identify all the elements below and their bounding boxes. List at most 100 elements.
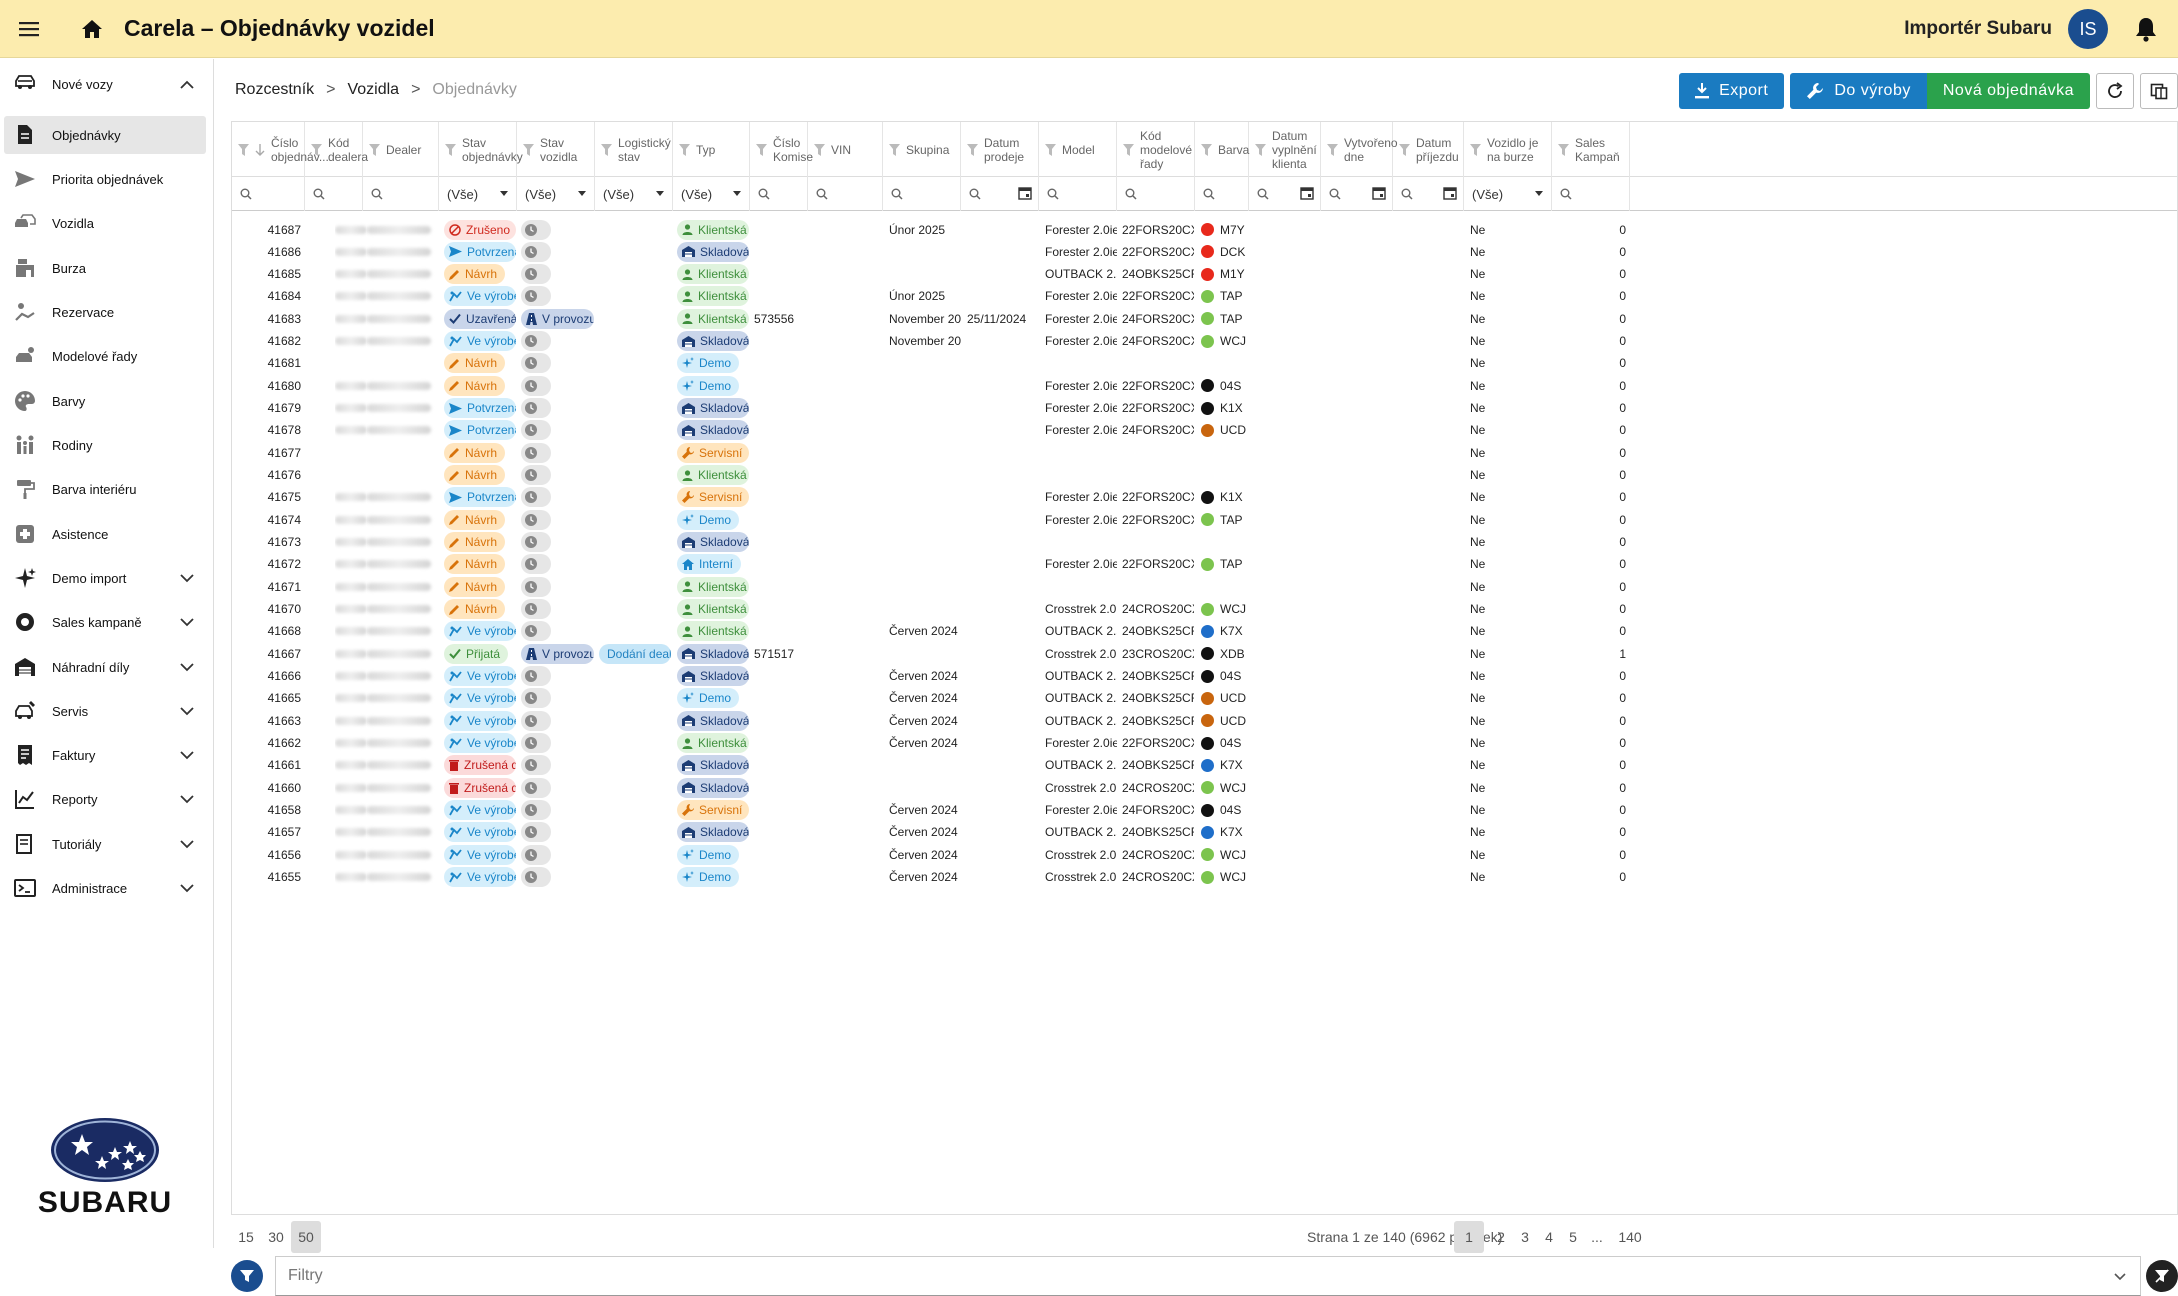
column-header[interactable]: Kód dealera bbox=[305, 122, 368, 177]
calendar-icon[interactable] bbox=[1372, 186, 1386, 200]
order-number[interactable]: 41678 bbox=[267, 423, 301, 438]
order-number[interactable]: 41660 bbox=[267, 780, 301, 795]
table-row[interactable]: 41676 Návrh Klientská Ne 0 bbox=[232, 460, 2177, 491]
sidebar-item-sales-kampan-[interactable]: Sales kampaně bbox=[4, 603, 206, 641]
table-row[interactable]: 41668 Ve výrobě Klientská Červen 2024 OUTBAC… bbox=[232, 616, 2177, 647]
table-row[interactable]: 41671 Návrh Klientská Ne 0 bbox=[232, 571, 2177, 602]
column-filter[interactable] bbox=[961, 177, 1039, 211]
user-name[interactable]: Importér Subaru bbox=[1904, 18, 2052, 39]
column-filter[interactable] bbox=[1117, 177, 1195, 211]
table-row[interactable]: 41674 Návrh Demo Forester 2.0ie-L ... 22FORS… bbox=[232, 504, 2177, 535]
order-number[interactable]: 41662 bbox=[267, 736, 301, 751]
breadcrumb-item[interactable]: Rozcestník bbox=[235, 81, 315, 98]
order-number[interactable]: 41674 bbox=[267, 512, 301, 527]
order-number[interactable]: 41666 bbox=[267, 669, 301, 684]
filter-icon[interactable] bbox=[369, 143, 380, 156]
sidebar-item-nov-vozy[interactable]: Nové vozy bbox=[4, 65, 206, 103]
column-filter[interactable]: (Vše) bbox=[673, 177, 750, 211]
chevron-down-icon[interactable] bbox=[180, 880, 194, 898]
order-number[interactable]: 41673 bbox=[267, 535, 301, 550]
column-header[interactable]: Vytvořeno dne bbox=[1321, 122, 1398, 177]
column-filter[interactable] bbox=[808, 177, 883, 211]
order-number[interactable]: 41683 bbox=[267, 311, 301, 326]
sidebar-item-barvy[interactable]: Barvy bbox=[4, 382, 206, 420]
table-row[interactable]: 41687 Zrušeno Klientská Únor 2025 Forester 2… bbox=[232, 214, 2177, 245]
table-row[interactable]: 41661 Zrušená dealerem Skladová OUTBACK 2.5… bbox=[232, 750, 2177, 781]
table-row[interactable]: 41673 Návrh Skladová Ne 0 bbox=[232, 527, 2177, 558]
order-number[interactable]: 41671 bbox=[267, 579, 301, 594]
filter-icon[interactable] bbox=[1045, 143, 1056, 156]
column-header[interactable]: Typ bbox=[673, 122, 750, 177]
column-header[interactable]: Kód modelové řady bbox=[1117, 122, 1195, 177]
column-header[interactable]: VIN bbox=[808, 122, 883, 177]
filter-icon[interactable] bbox=[1255, 143, 1266, 156]
table-row[interactable]: 41678 Potvrzená dealerem Skladová Forester … bbox=[232, 415, 2177, 446]
order-number[interactable]: 41661 bbox=[267, 758, 301, 773]
order-number[interactable]: 41676 bbox=[267, 468, 301, 483]
column-filter[interactable] bbox=[1552, 177, 1630, 211]
order-number[interactable]: 41677 bbox=[267, 445, 301, 460]
sidebar-item-rodiny[interactable]: Rodiny bbox=[4, 426, 206, 464]
order-number[interactable]: 41657 bbox=[267, 825, 301, 840]
filter-icon[interactable] bbox=[445, 143, 456, 156]
column-filter[interactable] bbox=[1393, 177, 1464, 211]
sidebar-item-administrace[interactable]: Administrace bbox=[4, 869, 206, 907]
order-number[interactable]: 41681 bbox=[267, 356, 301, 371]
column-filter[interactable] bbox=[232, 177, 305, 211]
table-row[interactable]: 41666 Ve výrobě Skladová Červen 2024 OUTBACK… bbox=[232, 661, 2177, 692]
table-row[interactable]: 41656 Ve výrobě Demo Červen 2024 Crosstrek 2… bbox=[232, 839, 2177, 870]
order-number[interactable]: 41655 bbox=[267, 870, 301, 885]
avatar[interactable]: IS bbox=[2068, 9, 2108, 49]
export-button[interactable]: Export bbox=[1679, 73, 1785, 109]
order-number[interactable]: 41680 bbox=[267, 378, 301, 393]
production-button[interactable]: Do výroby bbox=[1790, 73, 1927, 109]
column-filter[interactable] bbox=[305, 177, 363, 211]
order-number[interactable]: 41682 bbox=[267, 334, 301, 349]
column-header[interactable]: Logistický stav bbox=[595, 122, 673, 177]
bell-icon[interactable] bbox=[2126, 9, 2166, 49]
sidebar-item-faktury[interactable]: Faktury bbox=[4, 736, 206, 774]
table-row[interactable]: 41670 Návrh Klientská Crosstrek 2.0i-S ... 2… bbox=[232, 594, 2177, 625]
sidebar-item-priorita-objedn-vek[interactable]: Priorita objednávek bbox=[4, 160, 206, 198]
order-number[interactable]: 41668 bbox=[267, 624, 301, 639]
column-header[interactable]: Stav objednávky bbox=[439, 122, 523, 177]
sidebar-item-n-hradn-d-ly[interactable]: Náhradní díly bbox=[4, 648, 206, 686]
calendar-icon[interactable] bbox=[1018, 186, 1032, 200]
page-2[interactable]: 2 bbox=[1497, 1229, 1505, 1245]
order-number[interactable]: 41658 bbox=[267, 803, 301, 818]
order-number[interactable]: 41679 bbox=[267, 401, 301, 416]
sidebar-item-servis[interactable]: Servis bbox=[4, 692, 206, 730]
column-filter[interactable] bbox=[1039, 177, 1117, 211]
column-header[interactable]: Stav vozidla bbox=[517, 122, 595, 177]
column-header[interactable]: Dealer bbox=[363, 122, 439, 177]
order-number[interactable]: 41667 bbox=[267, 646, 301, 661]
sidebar-item-asistence[interactable]: Asistence bbox=[4, 515, 206, 553]
table-row[interactable]: 41655 Ve výrobě Demo Červen 2024 Crosstrek 2… bbox=[232, 862, 2177, 893]
clear-filter-icon[interactable] bbox=[2146, 1260, 2178, 1292]
table-row[interactable]: 41658 Ve výrobě Servisní Červen 2024 Foreste… bbox=[232, 795, 2177, 826]
filter-icon[interactable] bbox=[1123, 143, 1134, 156]
order-number[interactable]: 41672 bbox=[267, 557, 301, 572]
column-header[interactable]: Sales Kampaň bbox=[1552, 122, 1630, 177]
order-number[interactable]: 41687 bbox=[267, 222, 301, 237]
table-row[interactable]: 41681 Návrh Demo Ne 0 bbox=[232, 348, 2177, 379]
column-header[interactable]: Barva bbox=[1195, 122, 1249, 177]
table-row[interactable]: 41660 Zrušená dealerem Skladová Crosstrek 2… bbox=[232, 772, 2177, 803]
filter-icon[interactable] bbox=[601, 143, 612, 156]
table-row[interactable]: 41657 Ve výrobě Skladová Červen 2024 OUTBACK… bbox=[232, 817, 2177, 848]
column-filter[interactable] bbox=[750, 177, 808, 211]
column-filter[interactable] bbox=[1321, 177, 1393, 211]
filter-icon[interactable] bbox=[967, 143, 978, 156]
chevron-down-icon[interactable] bbox=[180, 703, 194, 721]
page-4[interactable]: 4 bbox=[1545, 1229, 1553, 1245]
order-number[interactable]: 41684 bbox=[267, 289, 301, 304]
order-number[interactable]: 41665 bbox=[267, 691, 301, 706]
table-row[interactable]: 41675 Potvrzená dealerem Servisní Forester … bbox=[232, 482, 2177, 513]
sort-desc-icon[interactable] bbox=[255, 143, 265, 156]
column-filter[interactable] bbox=[1195, 177, 1249, 211]
order-number[interactable]: 41670 bbox=[267, 602, 301, 617]
column-header[interactable]: Číslo Komise bbox=[750, 122, 813, 177]
column-header[interactable]: Číslo objednáv... bbox=[232, 122, 329, 177]
breadcrumb-item[interactable]: Vozidla bbox=[347, 81, 400, 98]
